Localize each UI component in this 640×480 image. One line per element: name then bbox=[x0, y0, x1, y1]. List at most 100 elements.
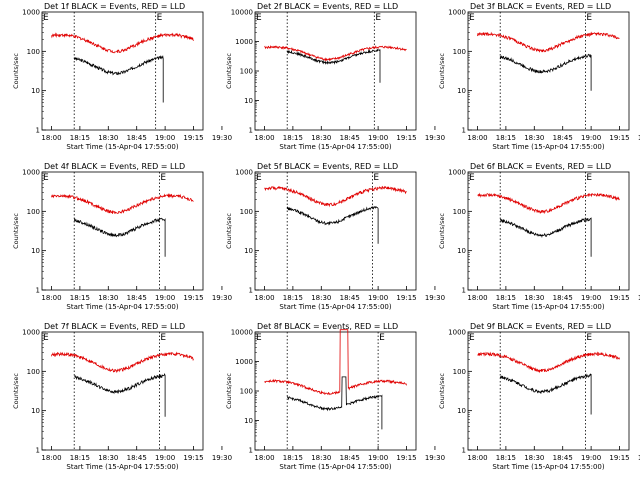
plot-frame bbox=[467, 331, 630, 451]
plot-frame bbox=[467, 171, 630, 291]
x-tick-label: 18:00 bbox=[467, 294, 487, 302]
detector-panel: Det 1f BLACK = Events, RED = LLD 1 10 100 10… bbox=[12, 2, 232, 151]
detector-panel: Det 5f BLACK = Events, RED = LLD 1 10 100 10… bbox=[225, 162, 445, 311]
chart-title: Det 3f BLACK = Events, RED = LLD bbox=[470, 2, 611, 11]
x-tick-label: 18:00 bbox=[254, 134, 274, 142]
y-tick-label: 1 bbox=[249, 447, 253, 455]
x-tick-label: 19:15 bbox=[183, 134, 203, 142]
y-tick-label: 1 bbox=[462, 127, 466, 135]
series-lld-line bbox=[477, 351, 620, 374]
marker-label: E bbox=[43, 333, 49, 343]
y-tick-label: 100 bbox=[27, 368, 40, 376]
marker-label: E bbox=[157, 13, 163, 23]
x-tick-label: 18:00 bbox=[467, 134, 487, 142]
detector-panel: Det 7f BLACK = Events, RED = LLD 1 10 100 10… bbox=[12, 322, 232, 471]
y-tick-label: 1000 bbox=[235, 169, 253, 177]
x-tick-label: 19:15 bbox=[396, 454, 416, 462]
plot-frame bbox=[254, 11, 417, 131]
y-tick-label: 100 bbox=[453, 48, 466, 56]
y-tick-label: 1000 bbox=[235, 38, 253, 46]
x-tick-label: 18:00 bbox=[41, 454, 61, 462]
x-tick-label: 19:15 bbox=[183, 294, 203, 302]
chart-title: Det 2f BLACK = Events, RED = LLD bbox=[257, 2, 398, 11]
detector-panel: Det 4f BLACK = Events, RED = LLD 1 10 100 10… bbox=[12, 162, 232, 311]
marker-label: E bbox=[586, 173, 592, 183]
y-axis-label: Counts/sec bbox=[225, 213, 233, 249]
x-axis-label: Start Time (15-Apr-04 17:55:00) bbox=[492, 143, 604, 151]
x-tick-label: 19:30 bbox=[212, 294, 232, 302]
x-axis-label: Start Time (15-Apr-04 17:55:00) bbox=[66, 143, 178, 151]
y-tick-label: 10 bbox=[244, 97, 253, 105]
chart-title: Det 5f BLACK = Events, RED = LLD bbox=[257, 162, 398, 171]
x-tick-label: 18:00 bbox=[41, 134, 61, 142]
x-tick-label: 19:15 bbox=[396, 134, 416, 142]
series-lld-line bbox=[264, 329, 407, 396]
x-axis-label: Start Time (15-Apr-04 17:55:00) bbox=[492, 463, 604, 471]
x-tick-label: 18:00 bbox=[41, 294, 61, 302]
y-tick-label: 1000 bbox=[22, 169, 40, 177]
x-tick-label: 18:45 bbox=[127, 454, 147, 462]
plot-frame bbox=[254, 331, 417, 451]
y-tick-label: 1000 bbox=[448, 9, 466, 17]
x-tick-label: 18:15 bbox=[70, 294, 90, 302]
marker-label: E bbox=[160, 173, 166, 183]
y-tick-label: 10 bbox=[457, 247, 466, 255]
series-events-line bbox=[286, 48, 381, 83]
y-tick-label: 10000 bbox=[231, 9, 253, 17]
chart-title: Det 6f BLACK = Events, RED = LLD bbox=[470, 162, 611, 171]
plot-frame bbox=[467, 11, 630, 131]
y-tick-label: 100 bbox=[240, 208, 253, 216]
y-tick-label: 1 bbox=[36, 127, 40, 135]
marker-label: E bbox=[375, 13, 381, 23]
y-axis-label: Counts/sec bbox=[12, 213, 20, 249]
y-tick-label: 1 bbox=[249, 287, 253, 295]
y-tick-label: 10 bbox=[31, 247, 40, 255]
x-tick-label: 19:30 bbox=[212, 134, 232, 142]
x-axis-label: Start Time (15-Apr-04 17:55:00) bbox=[279, 303, 391, 311]
y-tick-label: 1 bbox=[36, 287, 40, 295]
series-events-line bbox=[73, 55, 164, 103]
y-tick-label: 1000 bbox=[22, 9, 40, 17]
x-tick-label: 19:30 bbox=[212, 454, 232, 462]
y-tick-label: 1 bbox=[249, 127, 253, 135]
x-tick-label: 18:45 bbox=[553, 134, 573, 142]
y-axis-label: Counts/sec bbox=[225, 53, 233, 89]
y-axis-label: Counts/sec bbox=[225, 373, 233, 409]
marker-label: E bbox=[256, 173, 262, 183]
y-tick-label: 1000 bbox=[22, 329, 40, 337]
y-tick-label: 10 bbox=[31, 87, 40, 95]
marker-label: E bbox=[43, 173, 49, 183]
x-tick-label: 19:00 bbox=[155, 294, 175, 302]
x-tick-label: 19:00 bbox=[368, 134, 388, 142]
series-events-line bbox=[499, 373, 592, 415]
marker-label: E bbox=[586, 13, 592, 23]
chart-title: Det 4f BLACK = Events, RED = LLD bbox=[44, 162, 185, 171]
y-tick-label: 1 bbox=[462, 447, 466, 455]
x-tick-label: 18:45 bbox=[340, 294, 360, 302]
y-axis-label: Counts/sec bbox=[12, 53, 20, 89]
y-tick-label: 100 bbox=[453, 208, 466, 216]
marker-label: E bbox=[373, 173, 379, 183]
series-events-line bbox=[499, 217, 592, 257]
x-tick-label: 18:15 bbox=[70, 134, 90, 142]
x-tick-label: 18:15 bbox=[496, 134, 516, 142]
y-tick-label: 100 bbox=[27, 48, 40, 56]
chart-title: Det 7f BLACK = Events, RED = LLD bbox=[44, 322, 185, 331]
x-tick-label: 18:30 bbox=[524, 294, 544, 302]
y-tick-label: 10 bbox=[244, 247, 253, 255]
x-tick-label: 19:00 bbox=[155, 134, 175, 142]
detector-panel: Det 9f BLACK = Events, RED = LLD 1 10 100 10… bbox=[438, 322, 640, 471]
series-lld-line bbox=[477, 31, 620, 53]
chart-title: Det 1f BLACK = Events, RED = LLD bbox=[44, 2, 185, 11]
x-tick-label: 19:00 bbox=[581, 454, 601, 462]
x-tick-label: 18:30 bbox=[311, 294, 331, 302]
x-tick-label: 18:15 bbox=[283, 294, 303, 302]
plot-frame bbox=[41, 331, 204, 451]
series-events-line bbox=[73, 217, 166, 257]
x-tick-label: 18:45 bbox=[553, 294, 573, 302]
x-tick-label: 18:15 bbox=[283, 134, 303, 142]
detector-panel: Det 3f BLACK = Events, RED = LLD 1 10 100 10… bbox=[438, 2, 640, 151]
x-tick-label: 18:15 bbox=[496, 454, 516, 462]
x-tick-label: 18:30 bbox=[524, 134, 544, 142]
